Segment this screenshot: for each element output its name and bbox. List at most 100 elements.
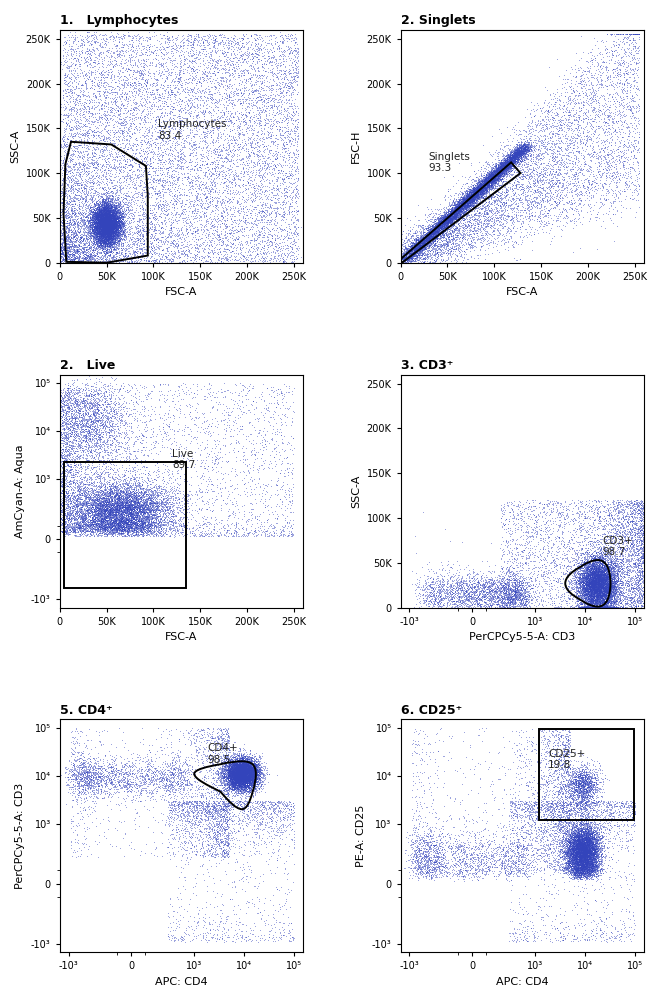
Point xyxy=(587,864,598,880)
Point xyxy=(110,210,121,226)
Point xyxy=(108,402,119,418)
Point xyxy=(515,140,526,156)
Point xyxy=(473,575,483,591)
Point xyxy=(230,770,240,786)
Point xyxy=(74,759,85,775)
Point xyxy=(230,773,240,789)
Point xyxy=(118,217,128,233)
Point xyxy=(94,501,105,517)
Point xyxy=(575,494,586,510)
Point xyxy=(592,854,603,870)
Point xyxy=(487,777,498,793)
Point xyxy=(480,588,491,604)
Point xyxy=(96,221,107,237)
Point xyxy=(93,206,104,222)
Point xyxy=(101,217,112,233)
Point xyxy=(505,152,515,168)
Point xyxy=(246,756,256,772)
Point xyxy=(643,546,654,561)
Point xyxy=(91,210,102,226)
Point xyxy=(491,196,502,212)
Point xyxy=(586,826,597,842)
Point xyxy=(595,566,606,582)
Point xyxy=(634,513,645,529)
Point xyxy=(612,516,622,532)
Point xyxy=(629,84,640,100)
Point xyxy=(592,565,603,581)
Point xyxy=(224,769,234,785)
Point xyxy=(645,585,655,601)
Point xyxy=(459,211,470,227)
Point xyxy=(529,178,540,193)
Point xyxy=(207,516,217,532)
Point xyxy=(427,833,438,849)
Point xyxy=(250,754,261,770)
Point xyxy=(70,189,81,205)
Point xyxy=(413,241,424,257)
Point xyxy=(414,848,424,864)
Point xyxy=(564,825,574,841)
Point xyxy=(508,150,519,166)
Point xyxy=(100,210,110,226)
Point xyxy=(512,819,523,835)
Point xyxy=(237,766,248,782)
Point xyxy=(168,923,179,938)
Point xyxy=(103,216,114,232)
Point xyxy=(493,589,503,605)
Point xyxy=(568,777,579,793)
Point xyxy=(252,181,263,196)
Point xyxy=(57,246,68,262)
Point xyxy=(100,222,111,238)
Point xyxy=(459,196,470,212)
Point xyxy=(587,837,598,853)
Point xyxy=(200,128,210,144)
Point xyxy=(165,81,176,97)
Point xyxy=(68,220,79,236)
Point xyxy=(447,599,457,615)
Point xyxy=(483,187,494,203)
Point xyxy=(137,85,147,101)
Point xyxy=(473,576,483,592)
Point xyxy=(511,852,521,868)
Point xyxy=(495,172,506,187)
Point xyxy=(89,214,100,230)
Point xyxy=(628,557,639,572)
Point xyxy=(167,162,178,178)
Point xyxy=(578,845,589,861)
Point xyxy=(232,761,243,777)
Point xyxy=(89,254,100,270)
Point xyxy=(574,842,584,858)
Point xyxy=(60,389,70,405)
Point xyxy=(121,483,131,499)
Point xyxy=(564,873,574,889)
Point xyxy=(402,243,412,259)
Point xyxy=(526,806,537,822)
Point xyxy=(454,196,464,212)
Point xyxy=(584,847,594,863)
Point xyxy=(238,770,248,786)
Point xyxy=(606,588,617,604)
Point xyxy=(598,121,608,137)
Point xyxy=(244,767,254,783)
Point xyxy=(440,217,451,233)
Point xyxy=(587,549,598,564)
Point xyxy=(62,488,72,504)
Point xyxy=(570,852,581,868)
Point xyxy=(530,178,540,193)
Point xyxy=(96,201,106,217)
Point xyxy=(86,244,97,260)
Point xyxy=(422,222,432,238)
Point xyxy=(242,108,252,124)
Point xyxy=(474,176,485,191)
Point xyxy=(97,220,108,236)
Point xyxy=(495,168,505,184)
Point xyxy=(564,496,575,512)
Point xyxy=(402,253,413,269)
Point xyxy=(237,767,248,783)
Point xyxy=(93,225,104,241)
Point xyxy=(133,517,144,533)
Point xyxy=(112,217,123,233)
Point xyxy=(57,218,68,234)
Point xyxy=(415,845,426,861)
Point xyxy=(428,226,439,242)
